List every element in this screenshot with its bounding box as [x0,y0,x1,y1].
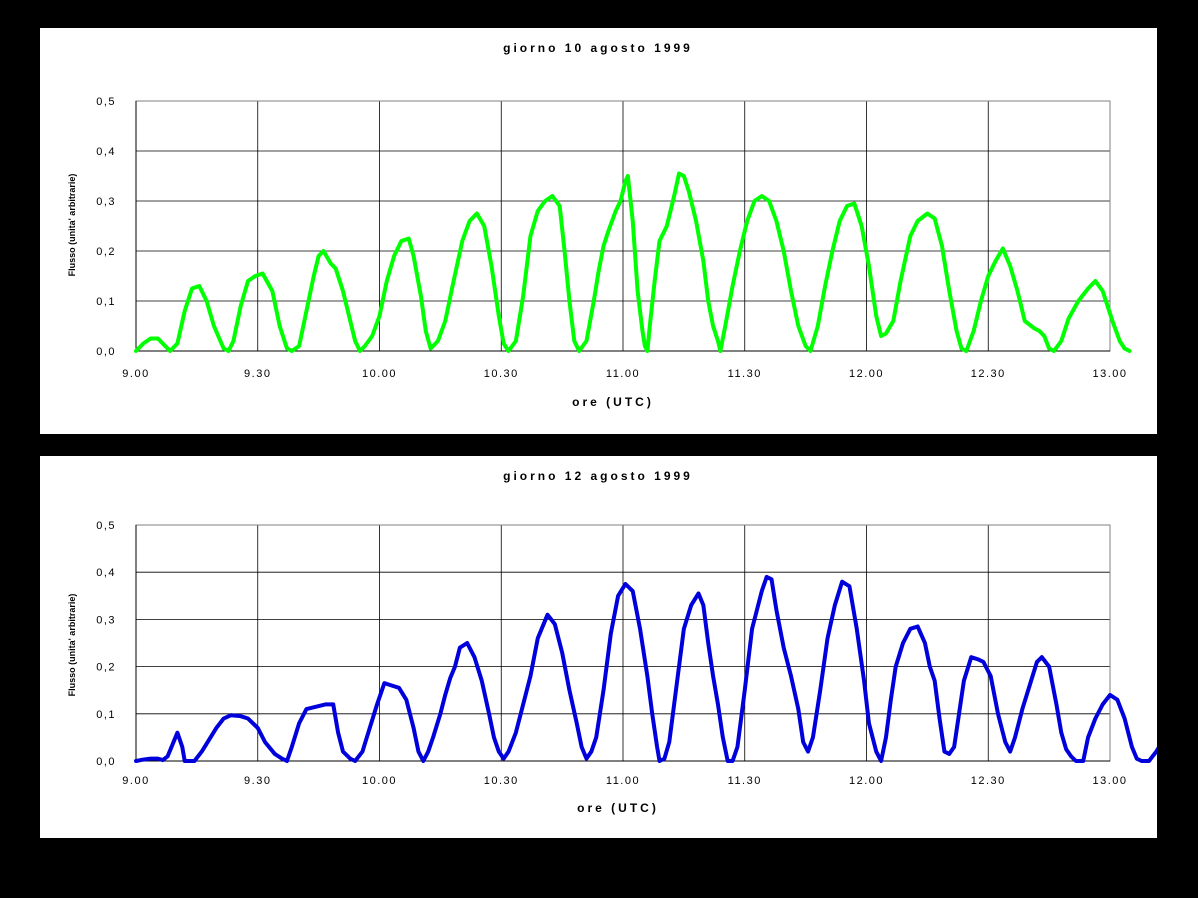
chart-panel-aug-12: giorno 12 agosto 1999 0,0 0,1 0,2 0,3 0,4 0,5… [40,456,1157,838]
x-tick-label: 9.00 [122,775,149,787]
chart-panel-aug-10: giorno 10 agosto 1999 0,0 0,1 0,2 0,3 0,4 0,5… [40,28,1157,434]
x-tick-label: 9.00 [122,368,149,380]
x-tick-label: 9.30 [244,368,271,380]
y-tick-label: 0,3 [96,614,116,626]
y-tick-label: 0,1 [96,709,116,721]
x-tick-label: 12.30 [971,775,1006,787]
y-tick-label: 0,4 [96,146,116,158]
y-axis-title: Flusso (unita' arbitrarie) [67,174,77,277]
x-tick-label: 11.00 [606,775,640,787]
y-tick-label: 0,5 [96,520,116,532]
x-tick-label: 10.30 [484,775,519,787]
y-tick-label: 0,0 [96,346,116,358]
x-tick-label: 11.30 [728,775,762,787]
y-tick-label: 0,1 [96,296,116,308]
x-tick-label: 12.00 [849,368,884,380]
x-tick-label: 12.30 [971,368,1006,380]
y-tick-label: 0,4 [96,567,116,579]
x-axis-title: ore (UTC) [572,395,654,409]
x-tick-label: 13.00 [1092,775,1127,787]
x-tick-label: 12.00 [849,775,884,787]
y-tick-label: 0,2 [96,246,116,258]
y-axis-title: Flusso (unita' arbitrarie) [67,594,77,697]
chart-title: giorno 10 agosto 1999 [503,41,693,55]
series-line [134,574,1157,763]
x-tick-label: 10.30 [484,368,519,380]
x-tick-label: 9.30 [244,775,271,787]
y-tick-label: 0,0 [96,756,116,768]
x-tick-label: 10.00 [362,775,397,787]
x-axis-title: ore (UTC) [577,801,659,815]
y-tick-label: 0,3 [96,196,116,208]
series-line [134,171,1132,353]
x-tick-label: 11.30 [728,368,762,380]
y-tick-label: 0,5 [96,96,116,108]
x-tick-label: 13.00 [1092,368,1127,380]
chart-aug-10: giorno 10 agosto 1999 0,0 0,1 0,2 0,3 0,4 0,5… [67,41,1132,409]
chart-title: giorno 12 agosto 1999 [503,469,693,483]
y-tick-label: 0,2 [96,662,116,674]
chart-aug-12: giorno 12 agosto 1999 0,0 0,1 0,2 0,3 0,4 0,5… [67,469,1157,815]
x-tick-label: 11.00 [606,368,640,380]
x-tick-label: 10.00 [362,368,397,380]
